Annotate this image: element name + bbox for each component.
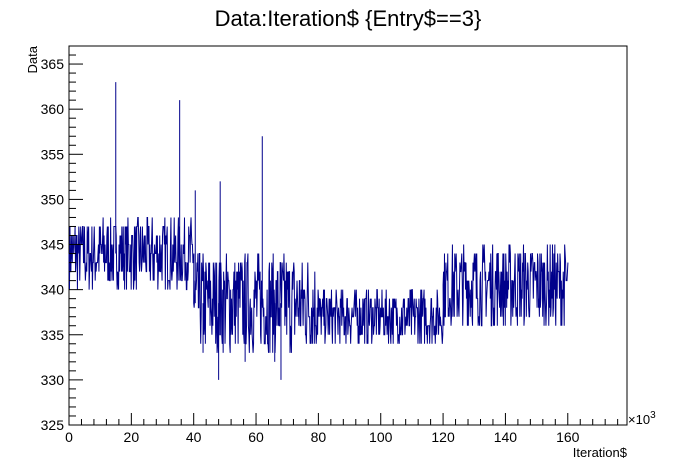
- y-axis-title: Data: [25, 45, 40, 73]
- x-tick-label: 40: [186, 429, 202, 445]
- x-tick-label: 20: [124, 429, 140, 445]
- data-series: [68, 82, 569, 380]
- x-tick-label: 0: [65, 429, 73, 445]
- x-axis-title: Iteration$: [573, 445, 628, 460]
- x-axis-multiplier: ×103: [628, 410, 656, 427]
- y-tick-label: 340: [41, 282, 65, 298]
- data-line: [68, 216, 569, 353]
- x-tick-label: 160: [556, 429, 580, 445]
- y-tick-label: 365: [41, 56, 65, 72]
- y-tick-label: 335: [41, 327, 65, 343]
- x-axis-multiplier-exponent: 3: [650, 410, 656, 421]
- x-tick-label: 100: [369, 429, 393, 445]
- y-tick-label: 355: [41, 146, 65, 162]
- x-tick-label: 120: [431, 429, 455, 445]
- y-tick-label: 325: [41, 417, 65, 433]
- x-axis-multiplier-base: ×10: [628, 412, 650, 427]
- x-tick-label: 80: [311, 429, 327, 445]
- chart-title: Data:Iteration$ {Entry$==3}: [215, 6, 482, 31]
- x-tick-label: 140: [494, 429, 518, 445]
- y-tick-label: 345: [41, 237, 65, 253]
- y-tick-label: 330: [41, 372, 65, 388]
- y-tick-label: 360: [41, 101, 65, 117]
- x-tick-label: 60: [248, 429, 264, 445]
- y-tick-label: 350: [41, 191, 65, 207]
- x-axis: 0 20 40 60 80 100 120 140 160: [65, 413, 619, 445]
- y-axis: 325 330 335 340 345 350 355 360 365: [41, 45, 83, 433]
